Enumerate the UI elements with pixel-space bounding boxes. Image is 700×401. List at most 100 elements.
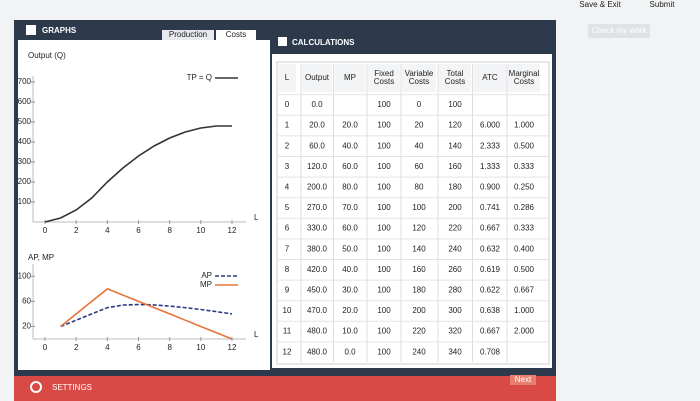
column-header: Marginal	[509, 69, 540, 78]
x-tick-label: 0	[43, 226, 48, 235]
x-tick-label: 4	[105, 226, 110, 235]
header-cell	[368, 64, 400, 92]
table-cell: 0.900	[480, 183, 501, 192]
table-cell: 100	[377, 121, 391, 130]
table-cell: 0.400	[514, 244, 535, 253]
table-cell: 180	[412, 286, 426, 295]
tab-label[interactable]: Production	[169, 30, 207, 39]
table-cell: 340	[448, 347, 462, 356]
table-cell: 220	[412, 327, 426, 336]
column-header: Costs	[409, 77, 429, 86]
table-cell: 0.741	[480, 203, 501, 212]
table-cell: 20.0	[342, 306, 358, 315]
table-cell: 280	[448, 286, 462, 295]
table-cell: 20.0	[309, 121, 325, 130]
table-cell: 100	[377, 265, 391, 274]
table-cell: 120	[412, 224, 426, 233]
table-cell: 200	[412, 306, 426, 315]
series-line	[60, 287, 233, 340]
column-header: L	[285, 73, 290, 82]
check-label[interactable]: Check my work	[592, 26, 648, 35]
tab-label[interactable]: Costs	[226, 30, 246, 39]
x-tick-label: 8	[167, 343, 172, 352]
submit[interactable]: Submit	[650, 0, 676, 9]
table-cell: 300	[448, 306, 462, 315]
table-cell: 100	[377, 286, 391, 295]
table-cell: 100	[377, 100, 391, 109]
tab-production[interactable]	[162, 30, 214, 40]
table-cell: 0.667	[514, 286, 535, 295]
next-button[interactable]	[510, 375, 536, 385]
settings-icon[interactable]	[30, 381, 42, 393]
x-tick-label: 2	[74, 226, 79, 235]
table-cell: 0.619	[480, 265, 501, 274]
column-header: Costs	[514, 77, 534, 86]
column-header: ATC	[482, 73, 498, 82]
table-cell: 40	[415, 141, 424, 150]
table-cell: 100	[377, 244, 391, 253]
table-cell: 100	[377, 224, 391, 233]
table-cell: 1.333	[480, 162, 501, 171]
settings[interactable]: SETTINGS	[52, 383, 92, 392]
table-cell: 0.632	[480, 244, 501, 253]
table-cell: 0.622	[480, 286, 501, 295]
table-cell: 200.0	[307, 183, 328, 192]
y-tick-label: 500	[18, 117, 32, 126]
x-tick-label: 0	[43, 343, 48, 352]
save-exit[interactable]: Save & Exit	[579, 0, 621, 9]
table-cell: 20.0	[342, 121, 358, 130]
table-cell: 30.0	[342, 286, 358, 295]
column-header: Total	[447, 69, 464, 78]
table-cell: 6	[285, 224, 290, 233]
graphs-panel	[18, 40, 270, 370]
check-button[interactable]	[588, 24, 650, 38]
table-cell: 7	[285, 244, 290, 253]
y-tick-label: 100	[18, 271, 32, 280]
table-cell: 2.000	[514, 327, 535, 336]
table-cell: 0.638	[480, 306, 501, 315]
table-cell: 480.0	[307, 347, 328, 356]
table-cell: 9	[285, 286, 290, 295]
x-tick-label: 6	[136, 343, 141, 352]
table-bg	[276, 61, 550, 365]
table-cell: 0.250	[514, 183, 535, 192]
y-tick-label: 60	[22, 296, 31, 305]
graph-icon	[26, 25, 36, 35]
table-cell: 100	[448, 100, 462, 109]
footer-edge	[14, 372, 556, 376]
table-cell: 180	[448, 183, 462, 192]
table-cell: 10	[283, 306, 292, 315]
table-cell: 220	[448, 224, 462, 233]
header-cell	[278, 64, 296, 92]
table-cell: 240	[448, 244, 462, 253]
x-tick-label: 12	[228, 226, 237, 235]
table-cell: 240	[412, 347, 426, 356]
table-cell: 8	[285, 265, 290, 274]
table-cell: 0	[285, 100, 290, 109]
table-cell: 80	[415, 183, 424, 192]
table-cell: 450.0	[307, 286, 328, 295]
column-header: Variable	[405, 69, 434, 78]
series-line	[60, 303, 233, 328]
x-tick-label: 4	[105, 343, 110, 352]
calc-title: CALCULATIONS	[292, 38, 355, 47]
y-axis-label: AP, MP	[28, 253, 54, 262]
table-cell: 4	[285, 183, 290, 192]
column-header: Output	[305, 73, 330, 82]
table-cell: 1.000	[514, 121, 535, 130]
y-tick-label: 600	[18, 97, 32, 106]
next-label[interactable]: Next	[515, 375, 532, 384]
table-cell: 320	[448, 327, 462, 336]
header-cell	[302, 64, 332, 92]
table-cell: 1.000	[514, 306, 535, 315]
table-cell: 100	[377, 203, 391, 212]
x-axis-label: L	[254, 213, 259, 222]
calc-icon	[278, 37, 287, 46]
x-tick-label: 12	[228, 343, 237, 352]
footer-bar	[14, 372, 556, 401]
x-tick-label: 10	[196, 343, 205, 352]
legend-label: MP	[200, 280, 212, 289]
legend-label: AP	[201, 271, 212, 280]
x-axis-label: L	[254, 330, 259, 339]
tab-costs[interactable]	[216, 30, 256, 40]
